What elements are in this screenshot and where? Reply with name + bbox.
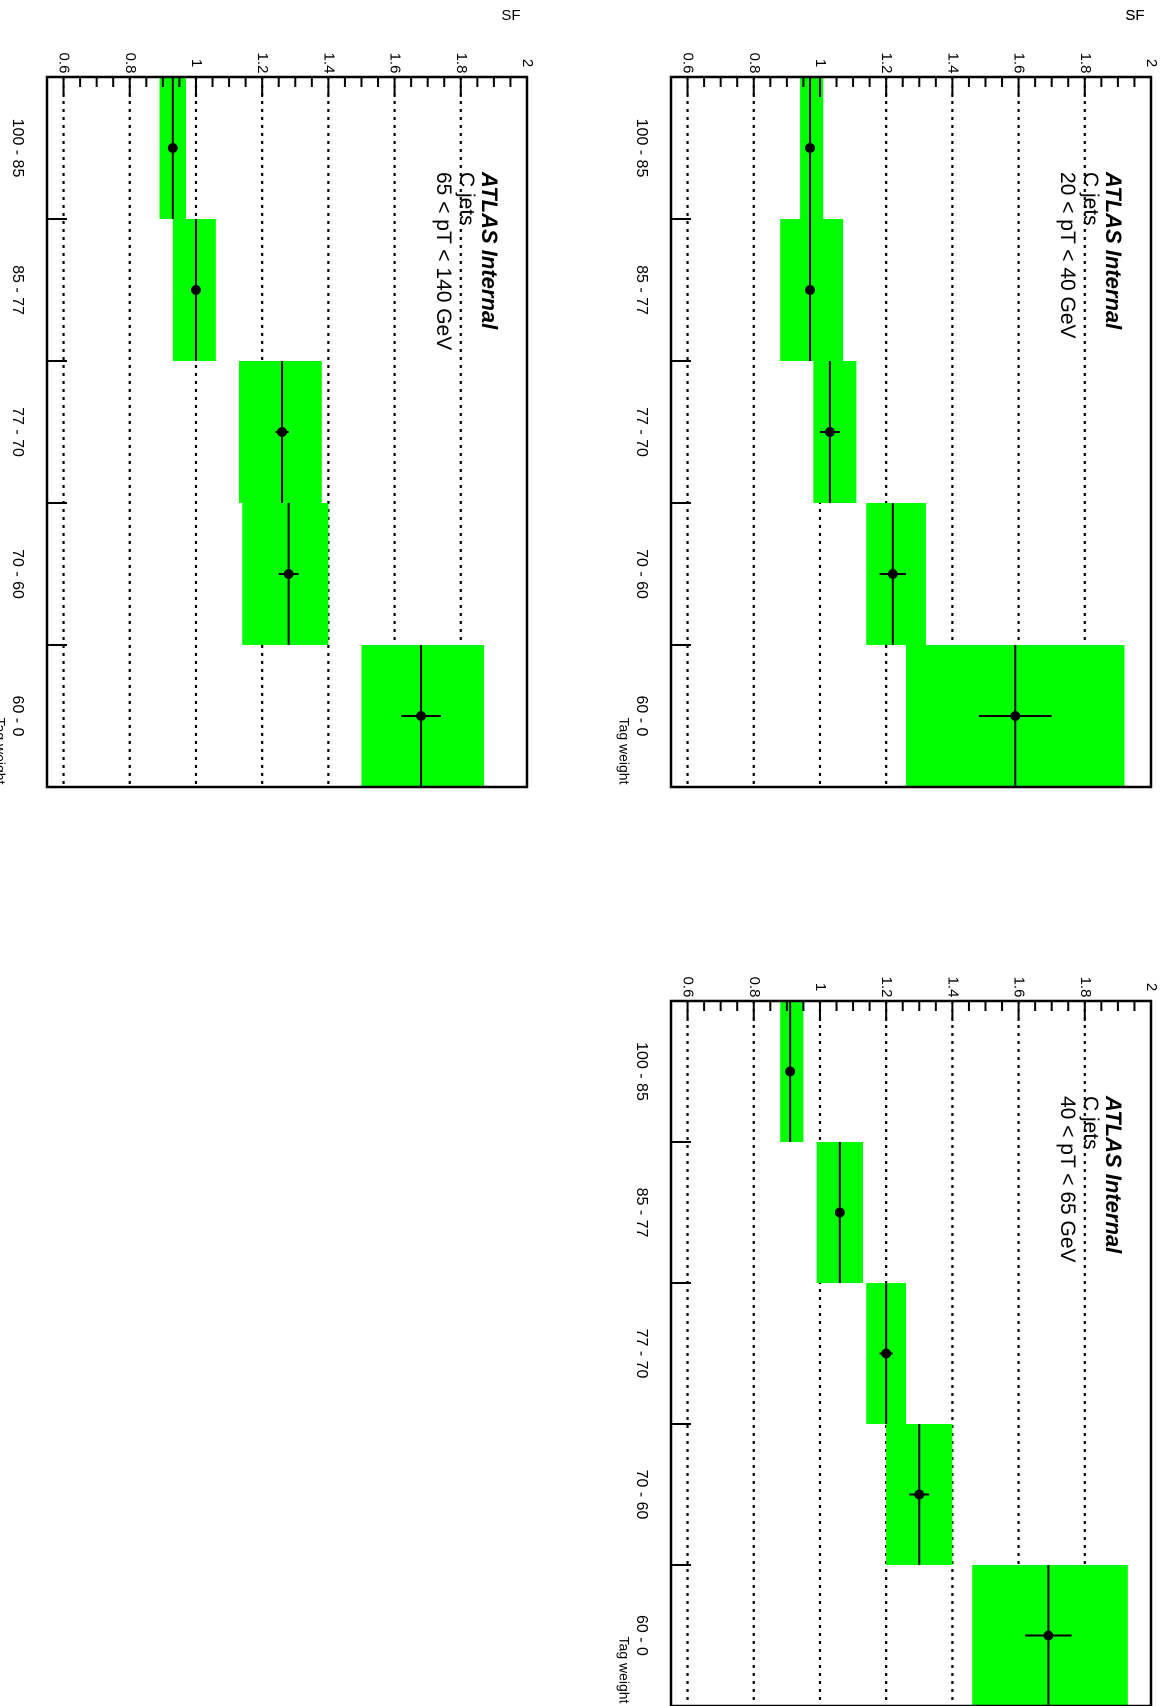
chart-subtitle: C jets <box>1079 172 1102 226</box>
plot-frame <box>669 75 1153 789</box>
data-point[interactable] <box>887 569 898 579</box>
sf-tick-label: 2 <box>1143 59 1160 67</box>
sf-tick-label: 1.6 <box>1011 53 1028 74</box>
sf-tick-label: 0.6 <box>56 53 73 74</box>
data-point[interactable] <box>805 285 816 295</box>
sf-tick-label: 1.8 <box>453 53 470 74</box>
data-point[interactable] <box>416 711 427 721</box>
category-label: 85 - 77 <box>9 265 26 315</box>
sf-tick-label: 0.8 <box>746 977 763 998</box>
data-point[interactable] <box>283 569 294 579</box>
category-label: 85 - 77 <box>633 265 650 315</box>
sf-tick-label: 1 <box>188 59 205 67</box>
category-label: 77 - 70 <box>633 407 650 457</box>
category-label: 60 - 0 <box>633 696 650 737</box>
chart-panel-1: 0.6 0.8 1 1.2 1.4 1.6 1.8 2 SF 100 - 85 85 - 77 77 … <box>616 7 1160 789</box>
category-label: 85 - 77 <box>633 1188 650 1238</box>
category-label: 77 - 70 <box>633 1329 650 1379</box>
sf-tick-label: 1.4 <box>320 53 337 74</box>
data-point[interactable] <box>881 1348 892 1359</box>
data-point[interactable] <box>167 143 178 153</box>
data-point[interactable] <box>824 427 835 437</box>
data-point[interactable] <box>914 1489 925 1500</box>
sf-tick-label: 1.6 <box>1011 977 1028 998</box>
category-label: 100 - 85 <box>633 1042 650 1101</box>
sf-tick-label: 0.8 <box>122 53 139 74</box>
category-label: 100 - 85 <box>9 119 26 178</box>
sf-tick-label: 1.2 <box>254 53 271 74</box>
data-point[interactable] <box>277 427 288 437</box>
plot-frame <box>669 999 1153 1706</box>
data-point[interactable] <box>190 285 201 295</box>
chart-panel-2: 0.6 0.8 1 1.2 1.4 1.6 1.8 2 SF 100 - 85 85 - 77 77 … <box>616 7 1160 1706</box>
plot-frame <box>45 75 529 789</box>
chart-title: ATLAS Internal <box>477 171 502 330</box>
chart-panel-3: 0.6 0.8 1 1.2 1.4 1.6 1.8 2 SF 100 - 85 85 - 77 77 … <box>0 7 536 789</box>
sf-tick-label: 1.8 <box>1077 977 1094 998</box>
y-axis-label: SF <box>1125 7 1144 24</box>
chart-subtitle: 20 < pT < 40 GeV <box>1056 172 1079 339</box>
data-point[interactable] <box>1043 1630 1054 1641</box>
sf-tick-label: 1 <box>812 59 829 67</box>
x-axis-label: Tag weight <box>0 718 8 785</box>
chart-title: ATLAS Internal <box>1101 171 1126 330</box>
sf-tick-label: 1.2 <box>878 53 895 74</box>
data-point[interactable] <box>805 143 816 153</box>
chart-subtitle: C jets <box>455 172 478 226</box>
category-label: 70 - 60 <box>9 549 26 599</box>
x-axis-label: Tag weight <box>616 1637 632 1704</box>
chart-subtitle: 65 < pT < 140 GeV <box>432 172 455 350</box>
data-point[interactable] <box>785 1066 796 1077</box>
sf-tick-label: 1.4 <box>944 977 961 998</box>
sf-tick-label: 1.8 <box>1077 53 1094 74</box>
category-label: 70 - 60 <box>633 549 650 599</box>
sf-tick-label: 1 <box>812 983 829 991</box>
chart-subtitle: C jets <box>1079 1096 1102 1150</box>
sf-tick-label: 0.8 <box>746 53 763 74</box>
sf-tick-label: 2 <box>519 59 536 67</box>
chart-subtitle: 40 < pT < 65 GeV <box>1056 1096 1079 1263</box>
sf-tick-label: 1.4 <box>944 53 961 74</box>
sf-tick-label: 0.6 <box>680 53 697 74</box>
data-point[interactable] <box>1010 711 1021 721</box>
y-axis-label: SF <box>501 7 520 24</box>
data-point[interactable] <box>834 1207 845 1218</box>
y-axis-label: SF <box>1125 7 1144 24</box>
sf-tick-label: 0.6 <box>680 977 697 998</box>
category-label: 60 - 0 <box>633 1615 650 1656</box>
sf-tick-label: 1.6 <box>387 53 404 74</box>
sf-tick-label: 1.2 <box>878 977 895 998</box>
category-label: 60 - 0 <box>9 696 26 737</box>
category-label: 77 - 70 <box>9 407 26 457</box>
chart-title: ATLAS Internal <box>1101 1095 1126 1254</box>
category-label: 100 - 85 <box>633 119 650 178</box>
sf-tick-label: 2 <box>1143 983 1160 991</box>
category-label: 70 - 60 <box>633 1470 650 1520</box>
x-axis-label: Tag weight <box>616 718 632 785</box>
